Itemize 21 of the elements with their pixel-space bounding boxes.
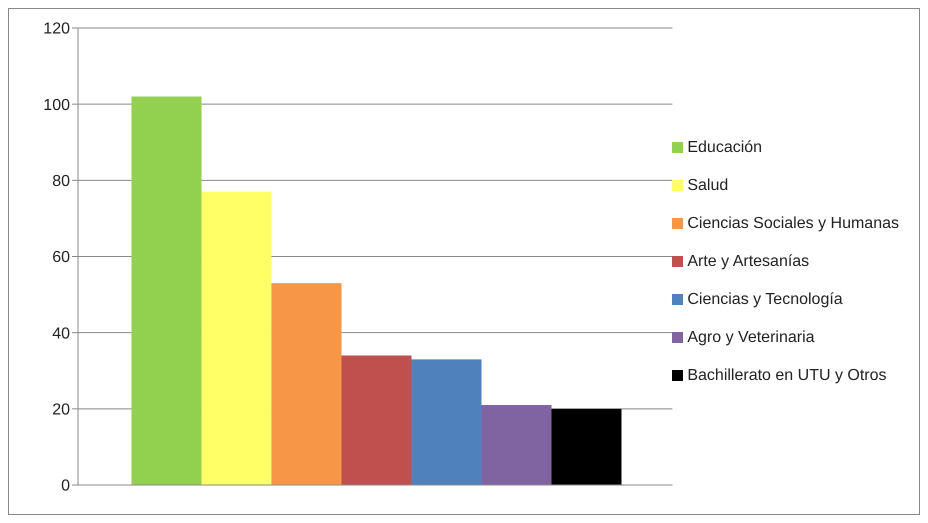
y-tick-label: 20 <box>52 402 70 419</box>
legend-label: Bachillerato en UTU y Otros <box>687 366 887 384</box>
y-tick-label: 40 <box>52 325 70 342</box>
bar <box>341 356 412 485</box>
y-tick-label: 100 <box>43 96 70 114</box>
legend-label: Educación <box>687 138 762 156</box>
y-tick-label: 120 <box>43 20 70 38</box>
y-tick-label: 80 <box>52 173 70 190</box>
bar <box>481 405 552 485</box>
bar <box>131 96 202 485</box>
legend-label: Salud <box>687 176 728 194</box>
bar <box>201 192 272 485</box>
bar <box>551 408 622 485</box>
bar <box>411 359 482 485</box>
legend-label: Ciencias Sociales y Humanas <box>687 214 899 232</box>
legend-label: Arte y Artesanías <box>687 252 810 270</box>
y-tick-label: 60 <box>52 249 70 266</box>
bar <box>271 283 342 485</box>
y-tick-label: 0 <box>61 478 70 495</box>
legend-label: Ciencias y Tecnología <box>687 290 843 308</box>
legend-label: Agro y Veterinaria <box>687 328 815 346</box>
